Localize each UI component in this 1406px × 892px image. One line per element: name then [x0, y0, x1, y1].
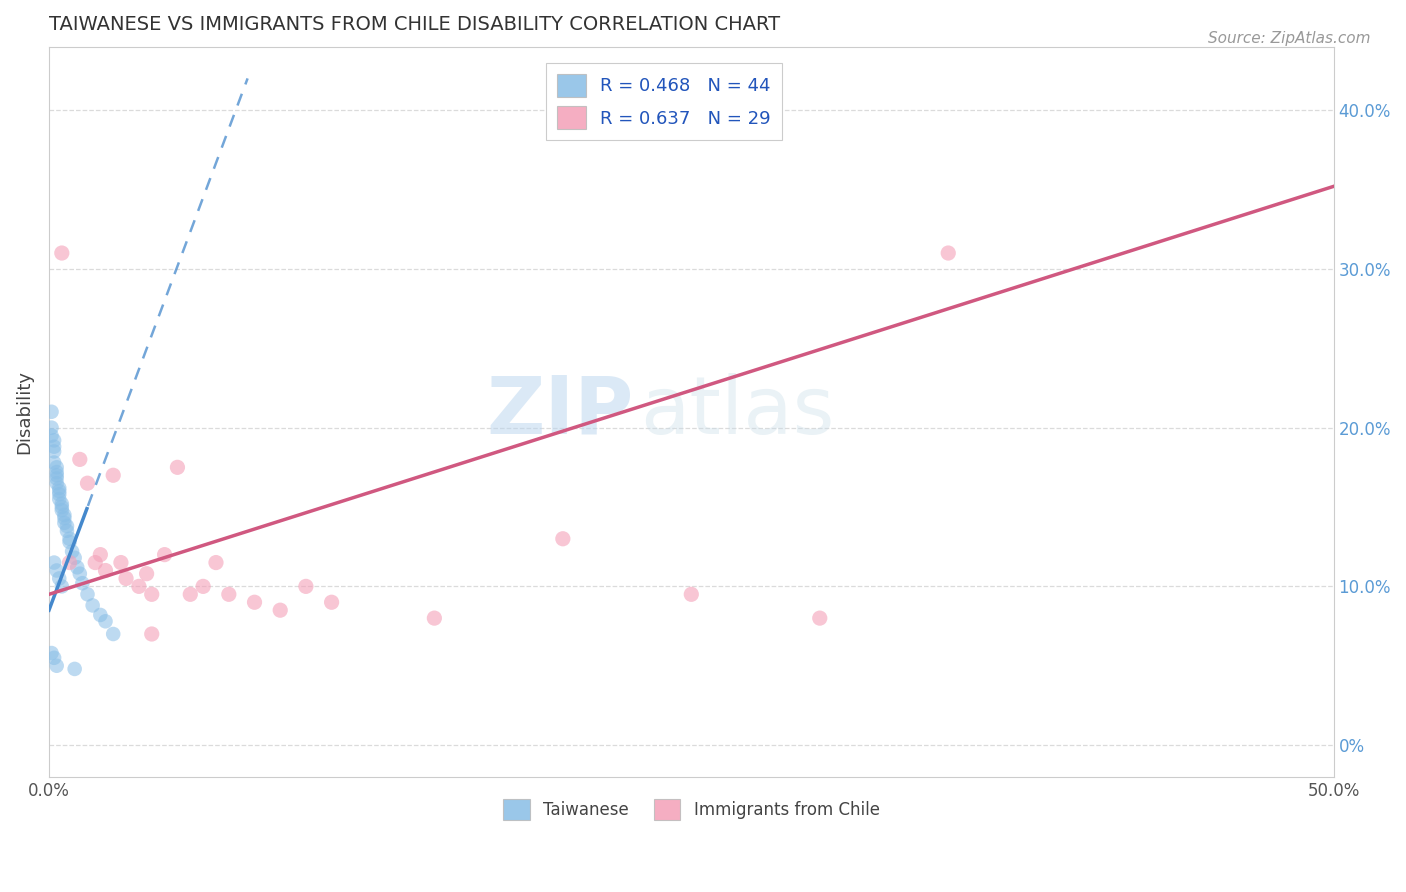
Point	[42, 440, 65, 454]
Point	[936, 246, 959, 260]
Point	[321, 595, 343, 609]
Point	[42, 434, 65, 448]
Text: atlas: atlas	[640, 373, 834, 450]
Point	[135, 566, 157, 581]
Point	[42, 556, 65, 570]
Point	[56, 524, 79, 538]
Point	[45, 476, 67, 491]
Point	[94, 564, 117, 578]
Point	[58, 556, 80, 570]
Point	[808, 611, 831, 625]
Point	[63, 662, 86, 676]
Point	[41, 420, 63, 434]
Point	[45, 465, 67, 479]
Point	[110, 556, 132, 570]
Text: TAIWANESE VS IMMIGRANTS FROM CHILE DISABILITY CORRELATION CHART: TAIWANESE VS IMMIGRANTS FROM CHILE DISAB…	[49, 15, 780, 34]
Point	[45, 658, 67, 673]
Point	[94, 615, 117, 629]
Point	[51, 246, 73, 260]
Point	[60, 544, 83, 558]
Point	[58, 535, 80, 549]
Point	[128, 579, 150, 593]
Point	[45, 471, 67, 485]
Point	[48, 491, 70, 506]
Point	[69, 452, 91, 467]
Point	[243, 595, 266, 609]
Point	[69, 566, 91, 581]
Point	[45, 460, 67, 475]
Point	[48, 481, 70, 495]
Point	[48, 484, 70, 499]
Point	[89, 548, 111, 562]
Point	[51, 500, 73, 514]
Point	[41, 646, 63, 660]
Point	[41, 405, 63, 419]
Point	[63, 550, 86, 565]
Point	[48, 487, 70, 501]
Point	[191, 579, 214, 593]
Point	[141, 627, 163, 641]
Text: ZIP: ZIP	[486, 373, 634, 450]
Point	[51, 497, 73, 511]
Point	[58, 532, 80, 546]
Point	[205, 556, 228, 570]
Point	[48, 571, 70, 585]
Point	[179, 587, 201, 601]
Point	[166, 460, 188, 475]
Point	[41, 428, 63, 442]
Point	[103, 627, 125, 641]
Point	[45, 564, 67, 578]
Legend: Taiwanese, Immigrants from Chile: Taiwanese, Immigrants from Chile	[496, 792, 886, 827]
Point	[103, 468, 125, 483]
Point	[89, 607, 111, 622]
Text: Source: ZipAtlas.com: Source: ZipAtlas.com	[1208, 31, 1371, 46]
Point	[53, 508, 76, 522]
Point	[51, 579, 73, 593]
Point	[295, 579, 318, 593]
Point	[141, 587, 163, 601]
Point	[66, 560, 89, 574]
Point	[76, 476, 98, 491]
Point	[423, 611, 446, 625]
Point	[42, 456, 65, 470]
Point	[115, 571, 138, 585]
Point	[153, 548, 176, 562]
Point	[53, 516, 76, 530]
Point	[56, 519, 79, 533]
Point	[42, 650, 65, 665]
Point	[84, 556, 107, 570]
Point	[269, 603, 291, 617]
Point	[51, 503, 73, 517]
Point	[681, 587, 703, 601]
Point	[45, 468, 67, 483]
Point	[42, 444, 65, 458]
Point	[82, 599, 104, 613]
Point	[551, 532, 574, 546]
Point	[72, 576, 94, 591]
Y-axis label: Disability: Disability	[15, 370, 32, 454]
Point	[218, 587, 240, 601]
Point	[53, 511, 76, 525]
Point	[76, 587, 98, 601]
